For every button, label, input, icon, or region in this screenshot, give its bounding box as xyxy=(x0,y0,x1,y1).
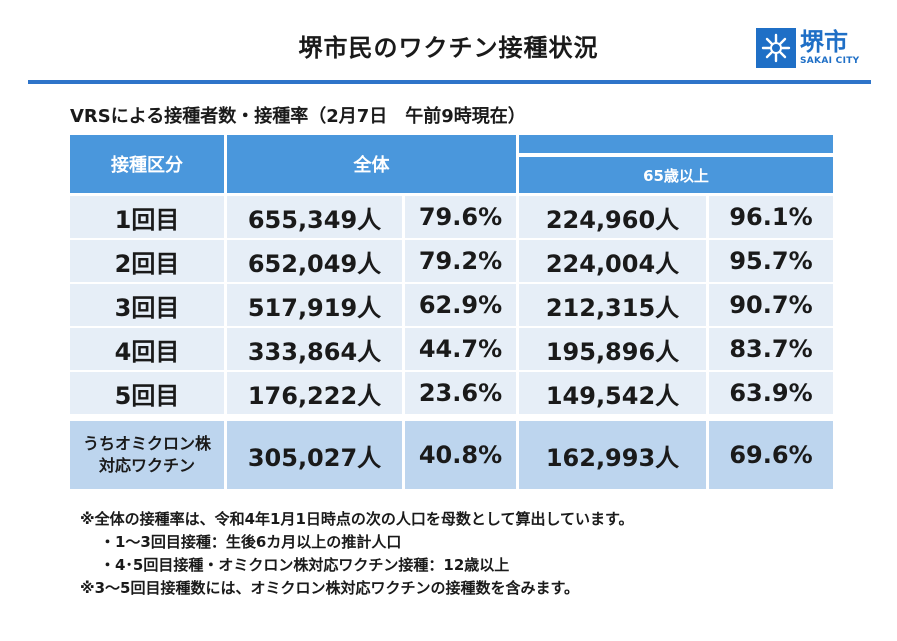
cell-value: 79.6% xyxy=(418,203,503,231)
table-cell-o65-rate: 83.7% xyxy=(709,328,833,370)
header-over65-top xyxy=(519,135,833,153)
table-cell-all-count: 517,919人 xyxy=(227,284,402,326)
table-cell-o65-count: 224,004人 xyxy=(519,240,706,282)
table-caption: VRSによる接種者数・接種率（2月7日 午前9時現在） xyxy=(70,106,526,127)
footnote-2: ・1～3回目接種：生後6カ月以上の推計人口 xyxy=(100,533,402,551)
cell-value: 83.7% xyxy=(729,335,813,363)
table-cell-o65-rate: 96.1% xyxy=(709,196,833,238)
cell-value: 4回目 xyxy=(114,337,180,366)
cell-value: 95.7% xyxy=(729,247,813,275)
table-cell-all-count: 652,049人 xyxy=(227,240,402,282)
row-omicron-all-count: 305,027人 xyxy=(227,421,402,489)
table-cell-all-count: 176,222人 xyxy=(227,372,402,414)
cell-value: 3回目 xyxy=(114,293,180,322)
cell-value: 90.7% xyxy=(729,291,813,319)
header-all: 全体 xyxy=(227,135,516,193)
table-cell-label: 1回目 xyxy=(70,196,224,238)
table-cell-o65-count: 195,896人 xyxy=(519,328,706,370)
cell-value: 96.1% xyxy=(729,203,813,231)
table-cell-o65-count: 212,315人 xyxy=(519,284,706,326)
cell-value: 224,960人 xyxy=(545,205,680,234)
header-all-label: 全体 xyxy=(353,155,390,176)
table-cell-all-rate: 79.2% xyxy=(405,240,516,282)
table-cell-all-rate: 79.6% xyxy=(405,196,516,238)
table-cell-o65-rate: 95.7% xyxy=(709,240,833,282)
header-category: 接種区分 xyxy=(70,135,224,193)
cell-value: 212,315人 xyxy=(545,293,680,322)
cell-value: 1回目 xyxy=(114,205,180,234)
cell-value: 40.8% xyxy=(418,441,503,469)
cell-value: 195,896人 xyxy=(545,337,680,366)
row-omicron-label-line2: 対応ワクチン xyxy=(98,456,195,475)
cell-value: 2回目 xyxy=(114,249,180,278)
cell-value: 149,542人 xyxy=(545,381,680,410)
row-omicron-o65-rate: 69.6% xyxy=(709,421,833,489)
cell-value: 224,004人 xyxy=(545,249,680,278)
header-over65-label: 65歳以上 xyxy=(643,166,709,185)
cell-value: 655,349人 xyxy=(247,205,382,234)
cell-value: 162,993人 xyxy=(545,443,680,472)
cell-value: 69.6% xyxy=(729,441,813,469)
cell-value: 176,222人 xyxy=(247,381,382,410)
table-cell-all-rate: 44.7% xyxy=(405,328,516,370)
cell-value: 333,864人 xyxy=(247,337,382,366)
cell-value: 79.2% xyxy=(418,247,503,275)
table-cell-all-rate: 62.9% xyxy=(405,284,516,326)
table-cell-o65-rate: 63.9% xyxy=(709,372,833,414)
table-cell-label: 5回目 xyxy=(70,372,224,414)
row-omicron-label-line1: うちオミクロン株 xyxy=(82,434,211,453)
table-cell-all-count: 333,864人 xyxy=(227,328,402,370)
city-logo: 堺市 SAKAI CITY xyxy=(756,28,860,70)
table-cell-label: 3回目 xyxy=(70,284,224,326)
cell-value: 652,049人 xyxy=(247,249,382,278)
logo-subtext: SAKAI CITY xyxy=(800,56,860,66)
footnote-4: ※3～5回目接種数には、オミクロン株対応ワクチンの接種数を含みます。 xyxy=(80,579,579,597)
table-cell-all-count: 655,349人 xyxy=(227,196,402,238)
footnote-1: ※全体の接種率は、令和4年1月1日時点の次の人口を母数として算出しています。 xyxy=(80,510,634,528)
cell-value: 62.9% xyxy=(418,291,503,319)
footnote-3: ・4･5回目接種・オミクロン株対応ワクチン接種：12歳以上 xyxy=(100,556,510,574)
sakai-emblem-icon xyxy=(756,28,796,68)
header-category-label: 接種区分 xyxy=(111,155,183,176)
cell-value: 5回目 xyxy=(114,381,180,410)
cell-value: 305,027人 xyxy=(247,443,382,472)
logo-name: 堺市 xyxy=(800,28,848,56)
row-omicron-o65-count: 162,993人 xyxy=(519,421,706,489)
table-cell-o65-rate: 90.7% xyxy=(709,284,833,326)
cell-value: 517,919人 xyxy=(247,293,382,322)
header-over65: 65歳以上 xyxy=(519,157,833,193)
cell-value: 23.6% xyxy=(418,379,503,407)
cell-value: 63.9% xyxy=(729,379,813,407)
cell-value: 44.7% xyxy=(418,335,503,363)
table-cell-all-rate: 23.6% xyxy=(405,372,516,414)
page-title: 堺市民のワクチン接種状況 xyxy=(298,34,599,62)
table-cell-o65-count: 224,960人 xyxy=(519,196,706,238)
table-cell-label: 2回目 xyxy=(70,240,224,282)
table-cell-o65-count: 149,542人 xyxy=(519,372,706,414)
title-divider xyxy=(28,80,871,84)
footnotes: ※全体の接種率は、令和4年1月1日時点の次の人口を母数として算出しています。 ・… xyxy=(80,508,634,600)
row-omicron-all-rate: 40.8% xyxy=(405,421,516,489)
table-cell-label: 4回目 xyxy=(70,328,224,370)
row-omicron-label: うちオミクロン株 対応ワクチン xyxy=(70,421,224,489)
